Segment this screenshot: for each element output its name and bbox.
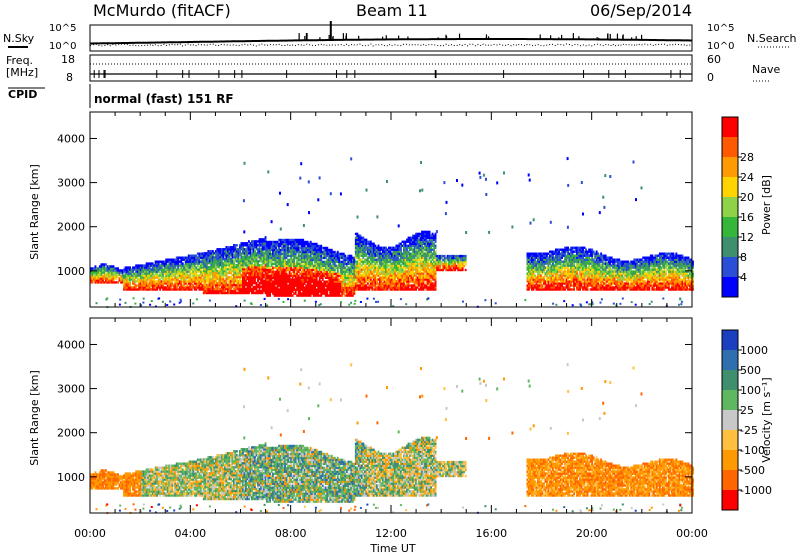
cpid-value: normal (fast) 151 RF (94, 92, 234, 106)
heatmap-cell (429, 231, 431, 233)
nsearch-trace (90, 44, 692, 46)
freq-unit-label: [MHz] (6, 66, 38, 79)
heatmap-cell (435, 251, 437, 253)
heatmap-cell (465, 255, 467, 257)
date-title: 06/Sep/2014 (590, 1, 692, 20)
freq-left-bottom: 8 (66, 71, 73, 84)
nsky-label: N.Sky (3, 32, 35, 45)
power-heatmap-cells (90, 157, 694, 308)
heatmap-cell (265, 236, 267, 238)
heatmap-cell (236, 244, 238, 246)
beam-title: Beam 11 (356, 1, 428, 20)
noise-left-top: 10^5 (49, 23, 76, 34)
nsky-trace (90, 39, 692, 44)
noise-spikes (299, 21, 641, 40)
freq-right-top: 60 (707, 53, 721, 66)
nave-label: Nave (752, 63, 780, 76)
noise-panel: 10^5 10^0 10^5 10^0 N.Sky N.Search (3, 21, 797, 52)
noise-left-bottom: 10^0 (49, 41, 76, 52)
station-title: McMurdo (fitACF) (93, 1, 231, 20)
freq-left-top: 18 (61, 53, 75, 66)
nsearch-label: N.Search (747, 32, 797, 45)
freq-right-bottom: 0 (707, 71, 714, 84)
noise-right-top: 10^5 (707, 23, 734, 34)
cpid-row: CPID normal (fast) 151 RF (8, 84, 234, 108)
heatmap-cell (465, 269, 467, 271)
noise-right-bottom: 10^0 (707, 41, 734, 52)
heatmap-cell (435, 245, 437, 247)
cpid-label: CPID (8, 88, 37, 101)
freq-panel: 18 8 60 0 Freq. [MHz] Nave (6, 53, 780, 84)
